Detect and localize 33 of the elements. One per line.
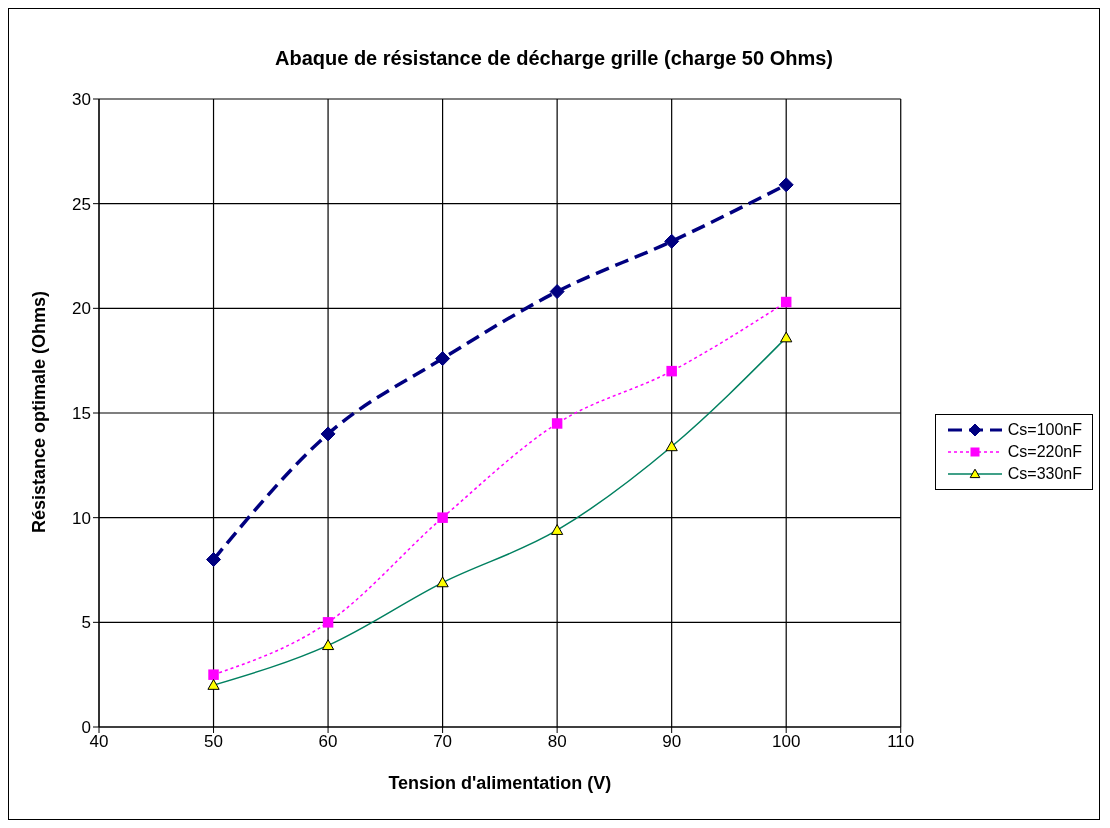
y-tick-label: 10 bbox=[72, 508, 91, 528]
point bbox=[551, 418, 563, 429]
y-axis-title: Résistance optimale (Ohms) bbox=[29, 290, 50, 533]
point bbox=[666, 365, 677, 377]
point bbox=[320, 426, 336, 442]
y-tick-label: 15 bbox=[72, 404, 91, 424]
y-tick-label: 5 bbox=[81, 613, 91, 633]
y-tick-label: 30 bbox=[72, 90, 91, 110]
y-tick-label: 0 bbox=[81, 718, 91, 738]
point bbox=[208, 669, 219, 680]
x-tick-label: 40 bbox=[89, 732, 109, 752]
x-tick-label: 60 bbox=[318, 732, 338, 752]
legend-label: Cs=330nF bbox=[1007, 465, 1082, 483]
x-tick-label: 90 bbox=[662, 732, 682, 752]
point bbox=[549, 284, 565, 300]
point bbox=[435, 351, 451, 367]
x-tick-label: 80 bbox=[547, 732, 567, 752]
point bbox=[206, 552, 222, 568]
point bbox=[778, 177, 794, 193]
x-tick-label: 110 bbox=[887, 732, 915, 752]
x-axis-title: Tension d'alimentation (V) bbox=[388, 773, 612, 793]
x-tick-label: 100 bbox=[772, 732, 801, 752]
legend-label: Cs=100nF bbox=[1007, 421, 1082, 439]
point bbox=[437, 512, 448, 523]
x-tick-label: 50 bbox=[204, 732, 223, 752]
legend-label: Cs=220nF bbox=[1007, 443, 1082, 461]
y-tick-label: 20 bbox=[72, 299, 91, 319]
point bbox=[322, 617, 334, 628]
y-tick-label: 25 bbox=[72, 194, 91, 214]
chart-title: Abaque de résistance de décharge grille (charge 50 Ohms) bbox=[274, 46, 834, 71]
point bbox=[664, 233, 680, 249]
point bbox=[780, 296, 792, 308]
x-tick-label: 70 bbox=[433, 732, 453, 752]
